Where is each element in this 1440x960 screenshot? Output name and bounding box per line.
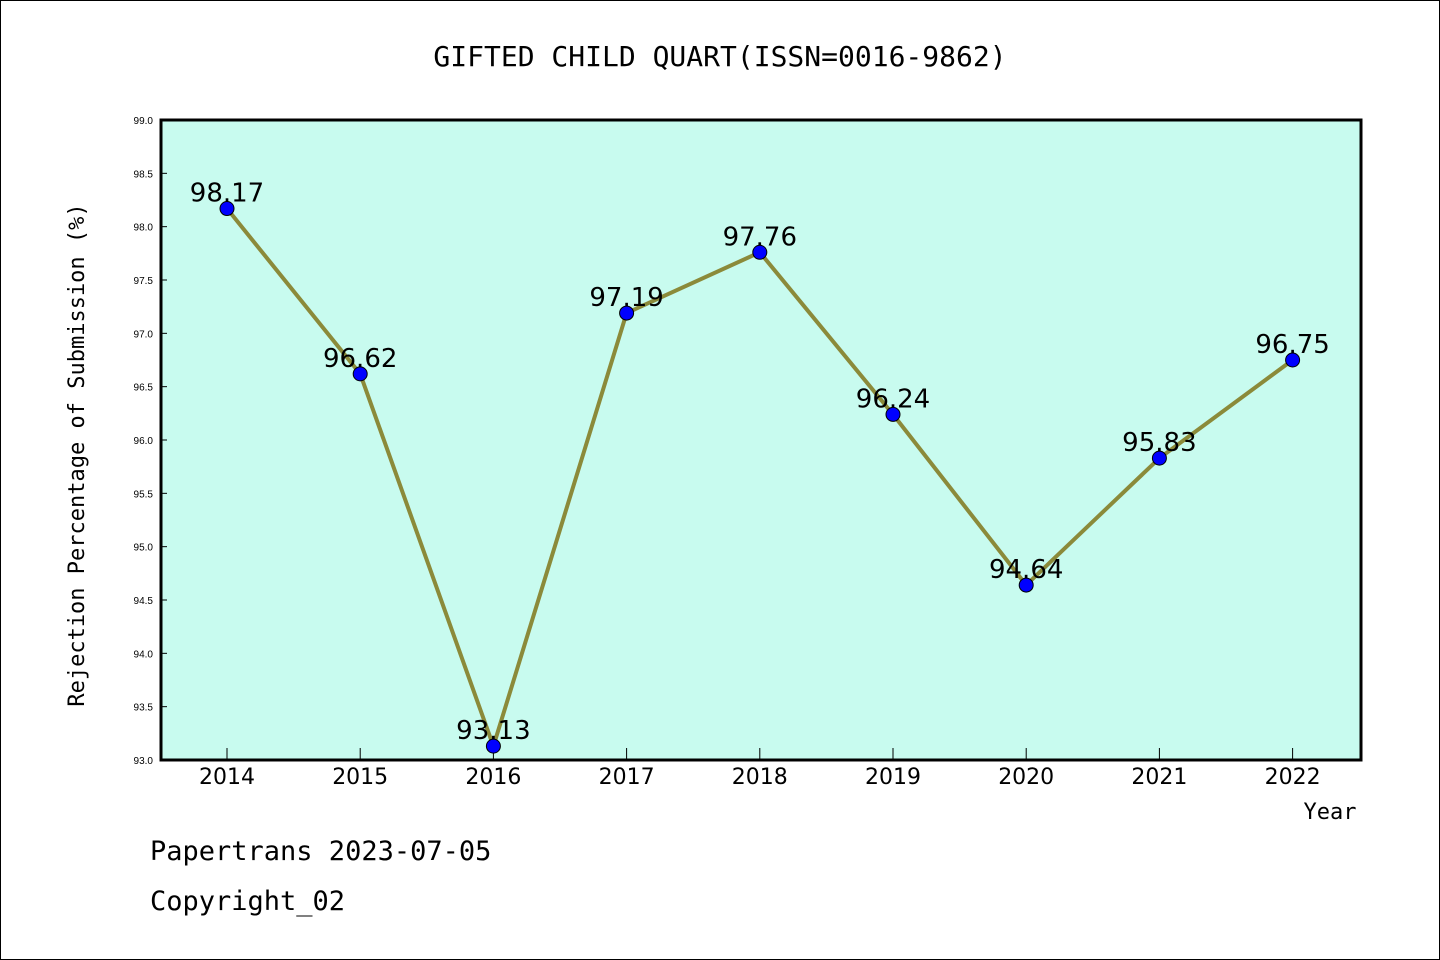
x-tick-label: 2018 (732, 765, 788, 790)
data-point (885, 406, 901, 422)
x-axis: 2014 2015 2016 2017 2018 2019 2020 2021 2022 (199, 748, 1321, 790)
x-tick-label: 2019 (865, 765, 921, 790)
x-tick-label: 2017 (599, 765, 655, 790)
y-tick-label: 93.0 (134, 756, 154, 767)
data-point (752, 244, 768, 260)
y-tick-label: 97.0 (134, 329, 154, 340)
y-tick-label: 95.5 (134, 489, 154, 500)
data-label: 97.76 (723, 222, 797, 252)
data-label: 95.83 (1122, 428, 1196, 458)
x-tick-label: 2021 (1131, 765, 1187, 790)
y-tick-label: 95.0 (134, 543, 154, 554)
y-tick-label: 96.5 (134, 383, 154, 394)
data-label: 94.64 (989, 555, 1063, 585)
x-tick-label: 2016 (465, 765, 521, 790)
y-tick-label: 98.5 (134, 169, 154, 180)
markers (219, 201, 1301, 754)
x-tick-label: 2020 (998, 765, 1054, 790)
x-axis-title: Year (1304, 800, 1357, 825)
data-point (1151, 450, 1167, 466)
data-point (219, 201, 235, 217)
plot-area (159, 118, 1363, 762)
data-label: 93.13 (456, 716, 530, 746)
data-label: 96.75 (1255, 330, 1329, 360)
data-label: 98.17 (190, 179, 264, 209)
data-label: 96.24 (856, 384, 930, 414)
chart-title: GIFTED CHILD QUART(ISSN=0016-9862) (433, 40, 1006, 73)
footer-copyright: Copyright_02 (150, 886, 346, 917)
data-label: 97.19 (589, 283, 663, 313)
x-tick-label: 2015 (332, 765, 388, 790)
y-tick-label: 94.0 (134, 649, 154, 660)
data-labels: 98.17 96.62 93.13 97.19 97.76 96.24 94.64 95.83… (190, 179, 1330, 747)
y-tick-label: 93.5 (134, 703, 154, 714)
data-point (1018, 577, 1034, 593)
footer-date: Papertrans 2023-07-05 (150, 836, 492, 867)
y-axis: 93.0 93.5 94.0 94.5 95.0 95.5 96.0 96.5 97.0 97.5… (134, 116, 167, 767)
data-point (619, 305, 635, 321)
y-tick-label: 96.0 (134, 436, 154, 447)
data-point (485, 738, 501, 754)
y-tick-label: 97.5 (134, 276, 154, 287)
x-tick-label: 2014 (199, 765, 255, 790)
data-point (1285, 352, 1301, 368)
y-tick-label: 98.0 (134, 223, 154, 234)
x-tick-label: 2022 (1265, 765, 1321, 790)
data-point (352, 366, 368, 382)
data-label: 96.62 (323, 344, 397, 374)
y-tick-label: 99.0 (134, 116, 154, 127)
y-axis-title: Rejection Percentage of Submission (%) (65, 203, 90, 706)
y-tick-label: 94.5 (134, 596, 154, 607)
